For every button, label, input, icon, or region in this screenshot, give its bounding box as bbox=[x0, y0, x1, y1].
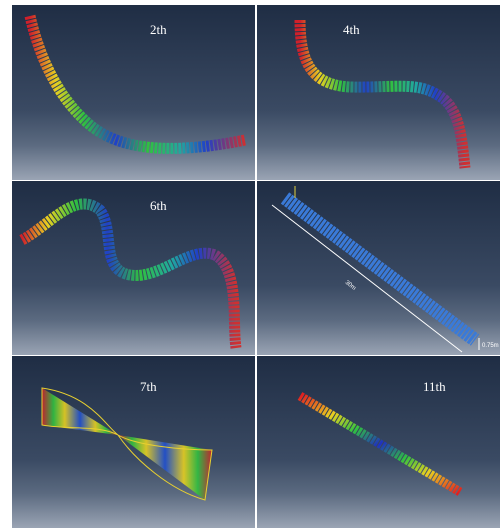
panel-7th: 7th bbox=[12, 356, 255, 528]
panel-model: 30m 0.75m bbox=[257, 181, 500, 355]
mode-label: 2th bbox=[150, 22, 167, 37]
panel-11th: 11th bbox=[257, 356, 500, 528]
panel-4th: 4th bbox=[257, 5, 500, 180]
panel-bg bbox=[12, 5, 255, 180]
figure: 2th 4th 6th 30m 0.75m 7th 11th bbox=[0, 0, 501, 528]
mode-label: 6th bbox=[150, 198, 167, 213]
mode-label: 4th bbox=[343, 22, 360, 37]
mode-label: 11th bbox=[423, 379, 446, 394]
panel-bg bbox=[12, 181, 255, 355]
dimension-label: 0.75m bbox=[482, 343, 499, 349]
panel-2th: 2th bbox=[12, 5, 255, 180]
panel-6th: 6th bbox=[12, 181, 255, 355]
panel-bg bbox=[257, 5, 500, 180]
mode-label: 7th bbox=[140, 379, 157, 394]
